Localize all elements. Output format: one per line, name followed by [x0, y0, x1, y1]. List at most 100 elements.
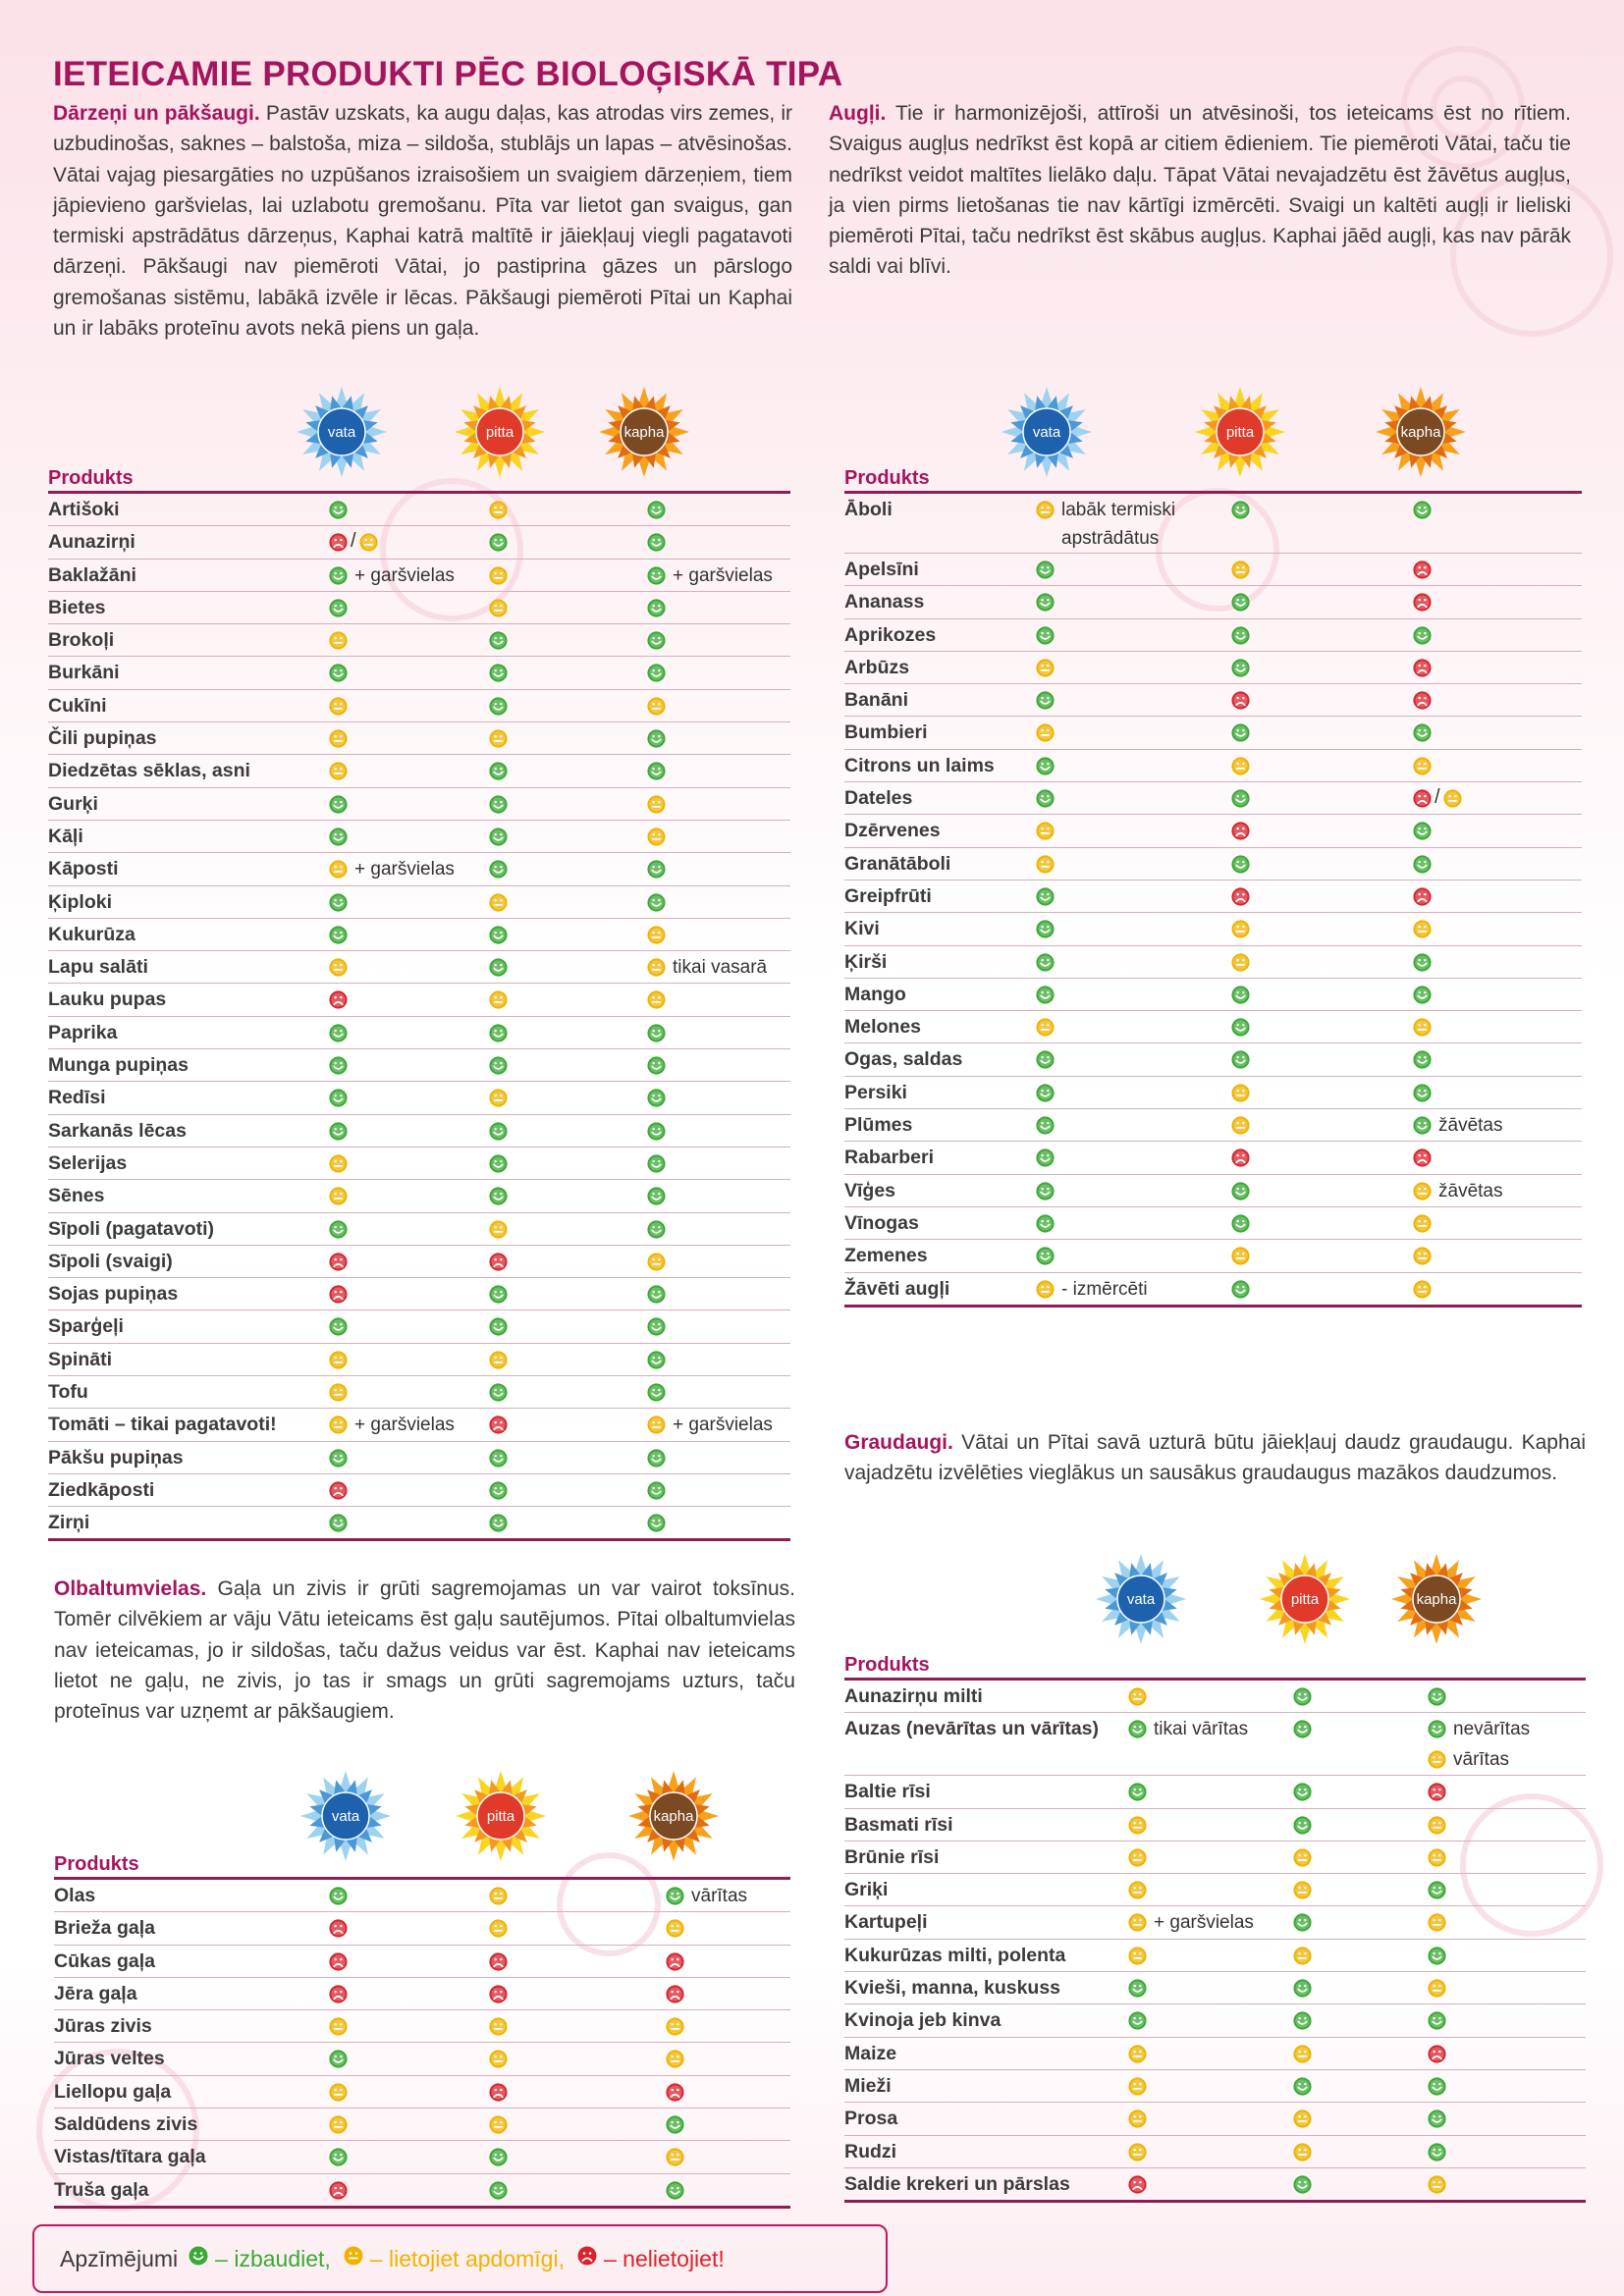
rating-line: [488, 789, 646, 820]
table-row: Tofu: [48, 1376, 790, 1410]
rating-line: [488, 952, 646, 983]
rating-icon: [1413, 1018, 1432, 1037]
rating-line: [646, 1443, 790, 1473]
icon-face-inner: [491, 2183, 506, 2198]
icon-face-inner: [649, 1385, 664, 1400]
rating-icon: [329, 1154, 348, 1173]
icon-mouth: [493, 1522, 504, 1527]
rating-cell: + garšvielas: [328, 1409, 488, 1440]
rating-line: [1230, 1176, 1412, 1206]
icon-mouth: [651, 869, 662, 874]
table-row: Sīpoli (pagatavoti): [48, 1213, 790, 1246]
icon-face-inner: [491, 1058, 506, 1073]
icon-mouth: [1417, 733, 1428, 738]
rating-icon: [1231, 1148, 1250, 1167]
icon-mouth: [1235, 898, 1246, 903]
icon-face: [329, 2083, 348, 2102]
badge-label: kapha: [624, 424, 666, 441]
table-header: Produkts: [844, 1648, 1586, 1681]
icon-face: [1413, 757, 1432, 775]
product-name: Vistas/tītara gaļa: [54, 2146, 206, 2168]
rating-cell: [1035, 848, 1230, 880]
rating-cell: [328, 1880, 488, 1911]
icon-face: [647, 958, 666, 977]
rating-cell: [1230, 494, 1412, 553]
rating-cell: [1230, 717, 1412, 748]
icon-mouth: [1040, 766, 1051, 771]
rating-line: [328, 2044, 488, 2074]
icon-eye: [1453, 794, 1457, 798]
icon-face: [1036, 1279, 1055, 1299]
icon-mouth: [1417, 962, 1428, 967]
icon-face-inner: [1038, 1020, 1053, 1035]
badge-core: [1412, 1575, 1461, 1624]
rating-line: [1427, 2169, 1586, 2200]
rating-line: [488, 625, 646, 656]
rating-cell: [646, 526, 790, 558]
icon-face-inner: [1295, 1785, 1310, 1799]
table-row: Sēnes: [48, 1180, 790, 1213]
table-row: Kāposti + garšvielas: [48, 853, 790, 886]
icon-eye: [652, 702, 655, 706]
icon-eye: [1418, 1154, 1421, 1157]
rating-cell: [328, 788, 488, 820]
product-table: Produkts Aunazirņu milti Auzas (nevārītas …: [844, 1648, 1586, 2203]
icon-face: [329, 1449, 348, 1468]
icon-eye: [1438, 1726, 1441, 1729]
icon-mouth: [1432, 2086, 1442, 2091]
icon-face: [1442, 789, 1462, 808]
rating-cell: labāk termiski apstrādātus: [1035, 494, 1230, 553]
icon-eye: [494, 506, 497, 509]
badge-label: vata: [332, 1808, 360, 1825]
rating-line: [488, 1377, 646, 1408]
icon-face-inner: [1233, 1216, 1248, 1231]
rating-cell: [1427, 2103, 1586, 2134]
icon-face: [489, 1514, 508, 1532]
icon-eye: [1047, 892, 1050, 896]
icon-eye: [494, 669, 497, 672]
rating-cell: [1427, 2136, 1586, 2167]
rating-line: [1035, 980, 1230, 1010]
icon-face: [329, 1514, 348, 1532]
table-row: Kukurūzas milti, polenta: [844, 1940, 1586, 1973]
rating-icon: [1036, 757, 1055, 775]
rating-cell: [488, 1180, 646, 1211]
rating-line: [1412, 1044, 1582, 1075]
rating-icon: [647, 1024, 666, 1042]
icon-eye: [652, 1356, 655, 1360]
rating-icon: [329, 1383, 348, 1402]
icon-face: [1428, 1687, 1446, 1706]
table-row: Basmati rīsi: [844, 1809, 1586, 1842]
icon-face: [1036, 952, 1055, 972]
rating-line: [1035, 849, 1230, 880]
icon-eye: [1418, 729, 1421, 732]
product-name: Sēnes: [48, 1185, 105, 1207]
icon-eye: [500, 1159, 503, 1163]
product-name: Kāļi: [48, 825, 83, 847]
icon-face-inner: [1130, 2079, 1145, 2094]
icon-face-inner: [491, 1189, 506, 1203]
icon-face: [647, 1219, 666, 1239]
rating-line: [328, 920, 488, 950]
rating-icon: [329, 1952, 348, 1971]
rating-line: [1127, 2137, 1292, 2167]
rating-line: [646, 527, 790, 558]
icon-face-inner: [491, 1483, 506, 1498]
rating-icon: [489, 1514, 508, 1532]
icon-mouth: [493, 1962, 504, 1967]
rating-icon: [329, 697, 348, 716]
icon-eye: [494, 866, 497, 869]
rating-cell: [1292, 1809, 1427, 1841]
rating-line: - izmērcēti: [1035, 1274, 1230, 1305]
rating-line: [1230, 914, 1412, 944]
icon-mouth: [493, 934, 504, 939]
rating-line: [1230, 1208, 1412, 1239]
rating-cell: [1230, 684, 1412, 716]
rating-line: [1292, 2104, 1427, 2134]
icon-eye: [671, 2088, 674, 2092]
product-name: Diedzētas sēklas, asni: [48, 760, 250, 782]
product-name: Tomāti – tikai pagatavoti!: [48, 1414, 277, 1436]
icon-face: [1128, 2109, 1147, 2128]
icon-eye: [652, 768, 655, 771]
rating-cell: [328, 624, 488, 656]
